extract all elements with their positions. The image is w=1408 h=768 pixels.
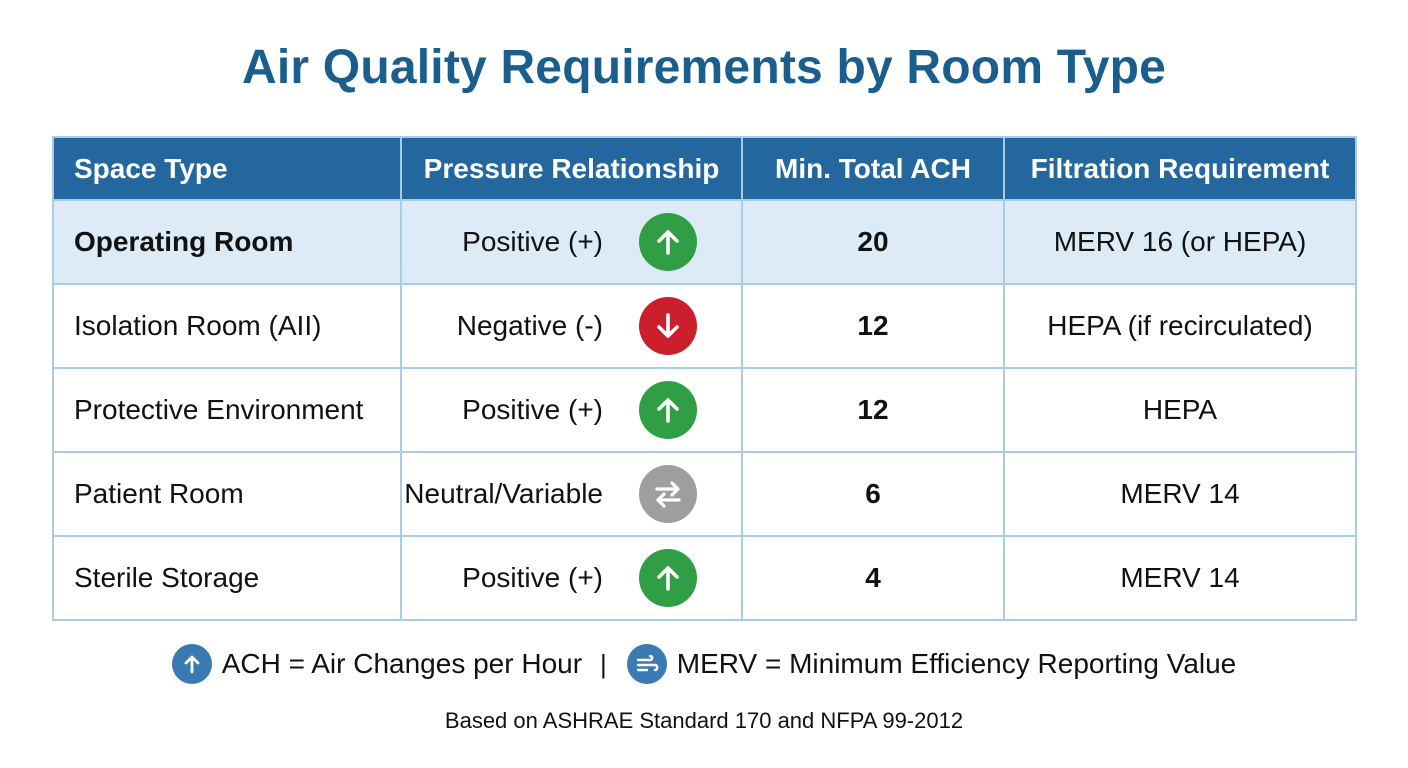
- legend-merv-text: MERV = Minimum Efficiency Reporting Valu…: [676, 648, 1237, 679]
- header-filtration-requirement: Filtration Requirement: [1003, 136, 1357, 201]
- arrow-down-icon: [639, 297, 697, 355]
- pressure-label: Positive (+): [462, 394, 603, 425]
- filtration-cell: MERV 14: [1003, 535, 1357, 621]
- table-row: Isolation Room (AII) Negative (-) 12 HEP…: [52, 283, 1357, 369]
- pressure-cell: Neutral/Variable: [400, 451, 743, 537]
- airflow-icon: [626, 644, 667, 684]
- header-pressure-relationship: Pressure Relationship: [400, 136, 743, 201]
- pressure-cell: Positive (+): [400, 199, 743, 285]
- pressure-label: Neutral/Variable: [404, 478, 603, 509]
- arrow-up-icon: [639, 381, 697, 439]
- table-row: Patient Room Neutral/Variable 6 MERV 14: [52, 451, 1357, 537]
- arrow-up-icon: [639, 213, 697, 271]
- swap-arrows-icon: [639, 465, 697, 523]
- table-row: Protective Environment Positive (+) 12 H…: [52, 367, 1357, 453]
- filtration-cell: MERV 16 (or HEPA): [1003, 199, 1357, 285]
- pressure-label: Positive (+): [462, 562, 603, 593]
- space-type-cell: Protective Environment: [52, 367, 402, 453]
- pressure-cell: Positive (+): [400, 367, 743, 453]
- pressure-label: Positive (+): [462, 226, 603, 257]
- filtration-cell: HEPA (if recirculated): [1003, 283, 1357, 369]
- space-type-cell: Sterile Storage: [52, 535, 402, 621]
- ach-cell: 20: [741, 199, 1005, 285]
- header-min-total-ach: Min. Total ACH: [741, 136, 1005, 201]
- ach-cell: 12: [741, 367, 1005, 453]
- space-type-cell: Isolation Room (AII): [52, 283, 402, 369]
- pressure-label: Negative (-): [456, 310, 603, 341]
- arrow-up-icon: [171, 644, 212, 684]
- ach-cell: 12: [741, 283, 1005, 369]
- table-row: Sterile Storage Positive (+) 4 MERV 14: [52, 535, 1357, 621]
- pressure-cell: Negative (-): [400, 283, 743, 369]
- space-type-cell: Operating Room: [52, 199, 402, 285]
- legend: ACH = Air Changes per Hour | MERV = Mini…: [0, 644, 1408, 684]
- filtration-cell: HEPA: [1003, 367, 1357, 453]
- page-title: Air Quality Requirements by Room Type: [241, 41, 1167, 94]
- header-space-type: Space Type: [52, 136, 402, 201]
- ach-cell: 4: [741, 535, 1005, 621]
- arrow-up-icon: [639, 549, 697, 607]
- filtration-cell: MERV 14: [1003, 451, 1357, 537]
- requirements-table: Space Type Pressure Relationship Min. To…: [52, 136, 1357, 621]
- space-type-cell: Patient Room: [52, 451, 402, 537]
- legend-ach-text: ACH = Air Changes per Hour: [221, 648, 583, 679]
- source-note: Based on ASHRAE Standard 170 and NFPA 99…: [444, 708, 964, 733]
- legend-separator: |: [600, 648, 607, 679]
- pressure-cell: Positive (+): [400, 535, 743, 621]
- table-row: Operating Room Positive (+) 20 MERV 16 (…: [52, 199, 1357, 285]
- table-header-row: Space Type Pressure Relationship Min. To…: [52, 136, 1357, 201]
- ach-cell: 6: [741, 451, 1005, 537]
